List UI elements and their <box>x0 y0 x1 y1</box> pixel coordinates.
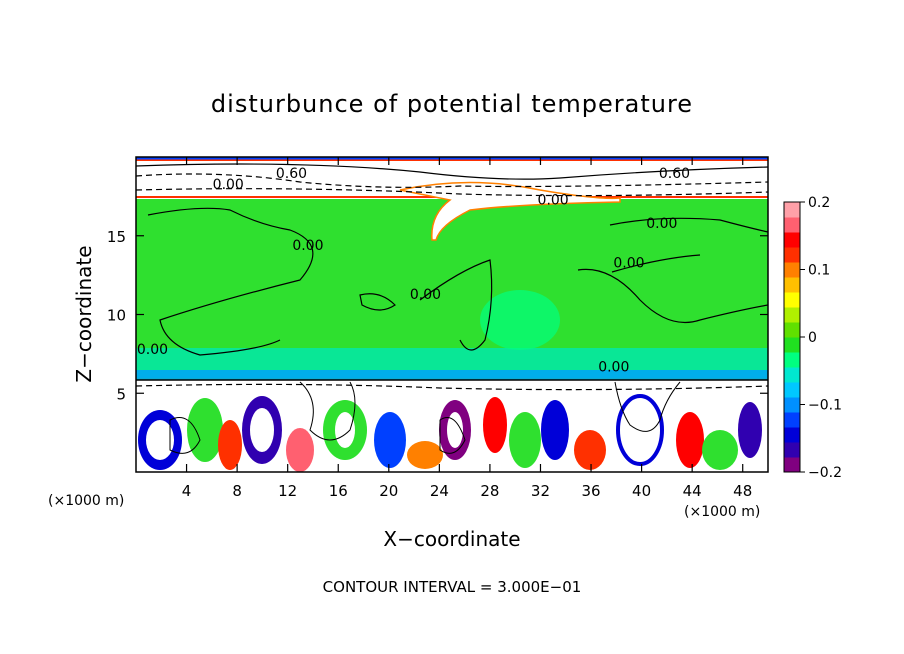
x-axis-label: X−coordinate <box>383 527 520 551</box>
contour-label: 0.00 <box>613 256 644 272</box>
x-tick-label: 44 <box>683 482 702 500</box>
contour-labels: 0.60 0.60 0.00 0.00 0.00 0.00 0.00 0.00 0.00 0.00 <box>137 166 690 376</box>
colorbar-swatch <box>784 352 800 368</box>
contour-label: 0.00 <box>213 177 244 193</box>
x-tick-label: 20 <box>379 482 398 500</box>
colorbar-swatch <box>784 217 800 233</box>
chart-title: disturbunce of potential temperature <box>211 90 693 118</box>
contour-label: 0.00 <box>137 342 168 358</box>
y-axis: 5 10 15 <box>107 228 768 403</box>
colorbar-swatch <box>784 442 800 458</box>
y-tick-label: 15 <box>107 228 126 246</box>
y-tick-label: 10 <box>107 307 126 325</box>
contour-label: 0.60 <box>659 166 690 182</box>
x-tick-label: 36 <box>581 482 600 500</box>
colorbar-swatch <box>784 247 800 263</box>
x-unit-right: (×1000 m) <box>684 504 760 520</box>
y-axis-label: Z−coordinate <box>72 245 96 382</box>
colorbar-tick-label: 0 <box>808 330 817 346</box>
x-tick-label: 16 <box>329 482 348 500</box>
colorbar-swatch <box>784 382 800 398</box>
contour-label: 0.00 <box>538 193 569 209</box>
contour-label: 0.00 <box>646 216 677 232</box>
y-tick-label: 5 <box>116 385 126 403</box>
mid-cyan-blob <box>480 290 560 350</box>
lower-contours <box>169 381 681 454</box>
colorbar-swatch <box>784 322 800 338</box>
colorbar-swatch <box>784 397 800 413</box>
colorbar-swatch <box>784 412 800 428</box>
colorbar-swatch <box>784 457 800 473</box>
x-tick-label: 4 <box>182 482 192 500</box>
contour-label: 0.60 <box>276 166 307 182</box>
colorbar-tick-label: 0.1 <box>808 263 830 279</box>
x-tick-label: 32 <box>531 482 550 500</box>
colorbar-swatch <box>784 277 800 293</box>
contour-lines <box>136 163 768 391</box>
upper-tongue <box>399 181 621 241</box>
x-tick-label: 8 <box>232 482 242 500</box>
x-tick-label: 48 <box>733 482 752 500</box>
field <box>136 157 768 472</box>
contour-label: 0.00 <box>598 359 629 375</box>
colorbar-swatch <box>784 307 800 323</box>
contour-interval-note: CONTOUR INTERVAL = 3.000E−01 <box>323 578 582 596</box>
colorbar-tick-label: 0.2 <box>808 195 830 211</box>
contour-label: 0.00 <box>410 287 441 303</box>
lower-blobs <box>138 394 762 472</box>
x-tick-label: 12 <box>278 482 297 500</box>
colorbar-swatch <box>784 337 800 353</box>
x-unit-left: (×1000 m) <box>48 493 124 509</box>
colorbar-swatch <box>784 262 800 278</box>
colorbar-swatch <box>784 232 800 248</box>
x-axis: 4 8 12 16 20 24 28 32 36 40 44 48 <box>182 157 752 500</box>
colorbar: 0.2 0.1 0 −0.1 −0.2 <box>783 195 842 481</box>
colorbar-tick-label: −0.2 <box>808 465 842 481</box>
colorbar-swatch <box>784 367 800 383</box>
x-tick-label: 28 <box>480 482 499 500</box>
contour-label: 0.00 <box>292 238 323 254</box>
colorbar-tick-label: −0.1 <box>808 398 842 414</box>
x-tick-label: 24 <box>430 482 449 500</box>
colorbar-swatch <box>784 202 800 218</box>
colorbar-swatch <box>784 292 800 308</box>
blue-layer <box>136 370 768 380</box>
x-tick-label: 40 <box>632 482 651 500</box>
colorbar-swatch <box>784 427 800 443</box>
